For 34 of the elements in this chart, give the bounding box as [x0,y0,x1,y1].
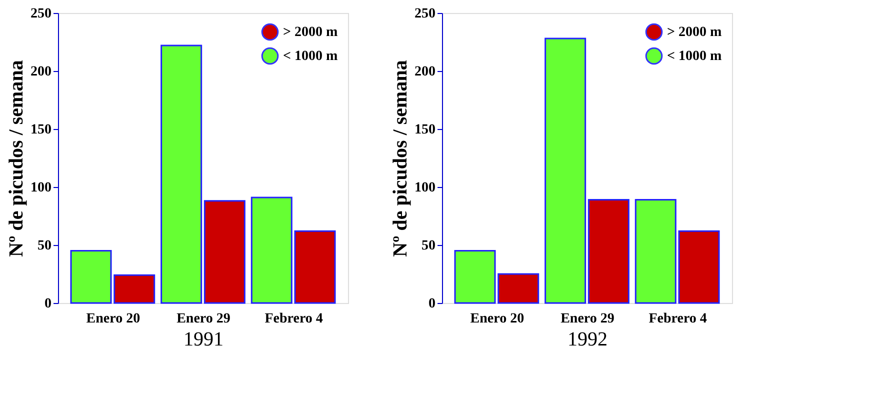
x-tick-label: Enero 20 [86,312,140,326]
legend-label: > 2000 m [283,25,338,40]
x-axis-title: 1992 [568,328,608,350]
y-tick-label: 50 [422,238,436,254]
y-tick-label: 250 [414,6,436,22]
bar [678,230,720,304]
bar [588,199,630,304]
x-axis-title: 1991 [184,328,224,350]
x-tick-label: Febrero 4 [648,312,707,326]
y-axis-title: Nº de picudos / semana [6,60,28,257]
y-tick-label: 100 [30,180,52,196]
y-tick-label: 0 [44,296,52,312]
legend-label: < 1000 m [283,49,338,64]
legend-label: < 1000 m [667,49,722,64]
bar [294,230,336,304]
bar [634,199,676,304]
y-tick-label: 150 [414,122,436,138]
x-tick-label: Enero 20 [470,312,524,326]
y-tick-label: 250 [30,6,52,22]
y-tick-label: 100 [414,180,436,196]
x-tick-label: Enero 29 [176,312,230,326]
y-tick-label: 200 [414,64,436,80]
y-tick-label: 0 [428,296,436,312]
bar [250,196,292,304]
bar [544,38,586,304]
y-tick-label: 50 [38,238,52,254]
legend-label: > 2000 m [667,25,722,40]
bar [204,200,246,304]
x-tick-label: Enero 29 [560,312,614,326]
y-tick-label: 150 [30,122,52,138]
x-tick-label: Febrero 4 [264,312,323,326]
y-axis-title: Nº de picudos / semana [390,60,412,257]
y-tick-label: 200 [30,64,52,80]
bar [160,44,202,304]
